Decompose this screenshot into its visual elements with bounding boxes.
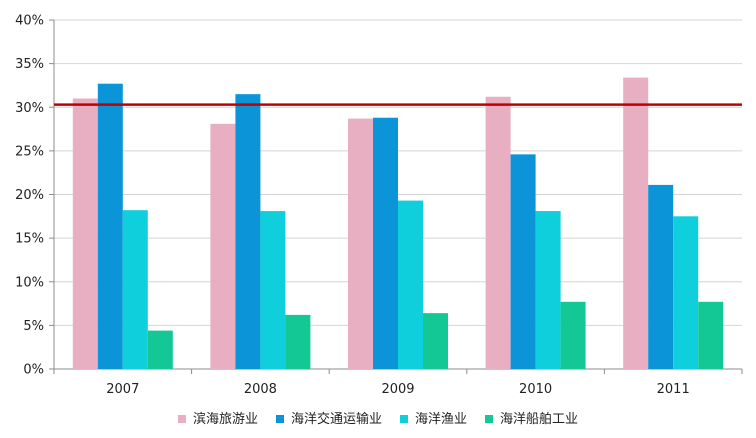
bar-3-2010 — [535, 211, 561, 369]
x-tick-label: 2008 — [244, 382, 277, 397]
bar-2-2011 — [648, 184, 674, 369]
x-tick-label: 2011 — [657, 382, 690, 397]
y-tick-label: 25% — [15, 144, 44, 159]
y-tick-label: 5% — [23, 319, 44, 334]
y-tick-label: 20% — [15, 188, 44, 203]
legend-swatch — [485, 415, 493, 423]
x-tick-label: 2010 — [519, 382, 552, 397]
legend-label: 海洋船舶工业 — [500, 411, 578, 427]
legend-label: 滨海旅游业 — [193, 411, 258, 427]
bar-1-2011 — [623, 77, 649, 370]
legend-label: 海洋渔业 — [415, 412, 467, 427]
bar-3-2009 — [398, 200, 423, 369]
y-tick-label: 40% — [15, 14, 44, 29]
bar-2-2008 — [235, 94, 261, 369]
legend-swatch — [400, 415, 408, 423]
legend-swatch — [178, 415, 186, 423]
bar-2-2009 — [373, 117, 398, 369]
bar-3-2011 — [673, 216, 699, 369]
bar-4-2011 — [698, 301, 724, 369]
y-tick-label: 15% — [15, 232, 44, 247]
bar-3-2007 — [122, 210, 148, 369]
y-tick-label: 10% — [15, 275, 44, 290]
legend-swatch — [276, 415, 284, 423]
bar-1-2010 — [485, 96, 511, 369]
bars — [72, 77, 724, 370]
legend-label: 海洋交通运输业 — [291, 411, 382, 427]
y-tick-label: 0% — [23, 363, 44, 378]
bar-4-2008 — [285, 314, 311, 369]
axis-labels: 0% 5% 10% 15% 20% 25% 30% 35% 40% 2007 2008 2009 201… — [15, 14, 690, 398]
bar-4-2007 — [147, 330, 173, 369]
legend: 滨海旅游业 海洋交通运输业 海洋渔业 海洋船舶工业 — [178, 411, 578, 427]
bar-2-2007 — [97, 83, 123, 369]
bar-1-2007 — [72, 98, 98, 370]
bar-4-2009 — [423, 313, 448, 369]
bar-3-2008 — [260, 211, 286, 369]
x-tick-label: 2009 — [381, 382, 414, 397]
x-tick-label: 2007 — [106, 382, 139, 397]
y-tick-label: 30% — [15, 101, 44, 116]
y-tick-label: 35% — [15, 57, 44, 72]
bar-2-2010 — [510, 154, 536, 369]
bar-1-2009 — [348, 118, 373, 369]
bar-4-2010 — [560, 301, 586, 369]
bar-1-2008 — [210, 123, 236, 369]
